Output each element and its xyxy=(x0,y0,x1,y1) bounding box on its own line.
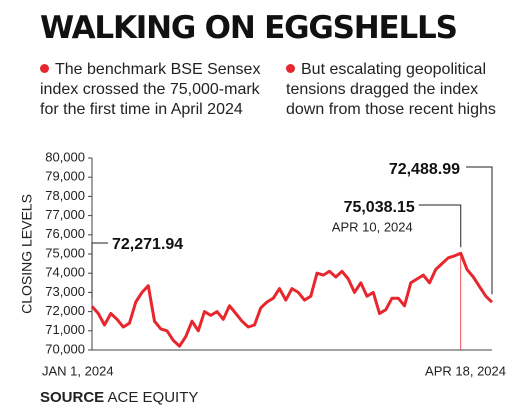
y-tick-label: 80,000 xyxy=(45,149,85,164)
y-axis-label: CLOSING LEVELS xyxy=(19,194,35,314)
y-tick-label: 76,000 xyxy=(45,226,85,241)
y-tick-label: 74,000 xyxy=(45,265,85,280)
x-tick-label: JAN 1, 2024 xyxy=(42,363,114,378)
chart-title: WALKING ON EGGSHELLS xyxy=(40,10,458,46)
y-tick-label: 73,000 xyxy=(45,284,85,299)
note: But escalating geopolitical tensions dra… xyxy=(286,60,504,120)
value-label: 72,488.99 xyxy=(389,161,460,178)
y-tick-label: 70,000 xyxy=(45,341,85,356)
source-text: ACE EQUITY xyxy=(108,389,199,406)
leader-line xyxy=(91,242,108,299)
leader-line xyxy=(466,166,493,295)
x-tick-label: APR 18, 2024 xyxy=(425,363,506,378)
y-tick-label: 79,000 xyxy=(45,169,85,184)
value-label: 75,038.15 xyxy=(344,199,415,216)
note: The benchmark BSE Sensex index crossed t… xyxy=(40,60,280,120)
value-label: 72,271.94 xyxy=(112,236,183,253)
y-tick-label: 78,000 xyxy=(45,188,85,203)
note-text: But escalating geopolitical tensions dra… xyxy=(286,61,496,118)
note-text: The benchmark BSE Sensex index crossed t… xyxy=(40,61,261,118)
y-tick-label: 75,000 xyxy=(45,245,85,260)
y-tick-label: 72,000 xyxy=(45,303,85,318)
y-tick-label: 77,000 xyxy=(45,207,85,222)
source: SOURCE ACE EQUITY xyxy=(40,389,198,406)
y-tick-label: 71,000 xyxy=(45,322,85,337)
source-label: SOURCE xyxy=(40,389,104,406)
leader-line xyxy=(418,204,462,248)
date-annotation: APR 10, 2024 xyxy=(332,219,413,234)
line xyxy=(90,251,494,348)
